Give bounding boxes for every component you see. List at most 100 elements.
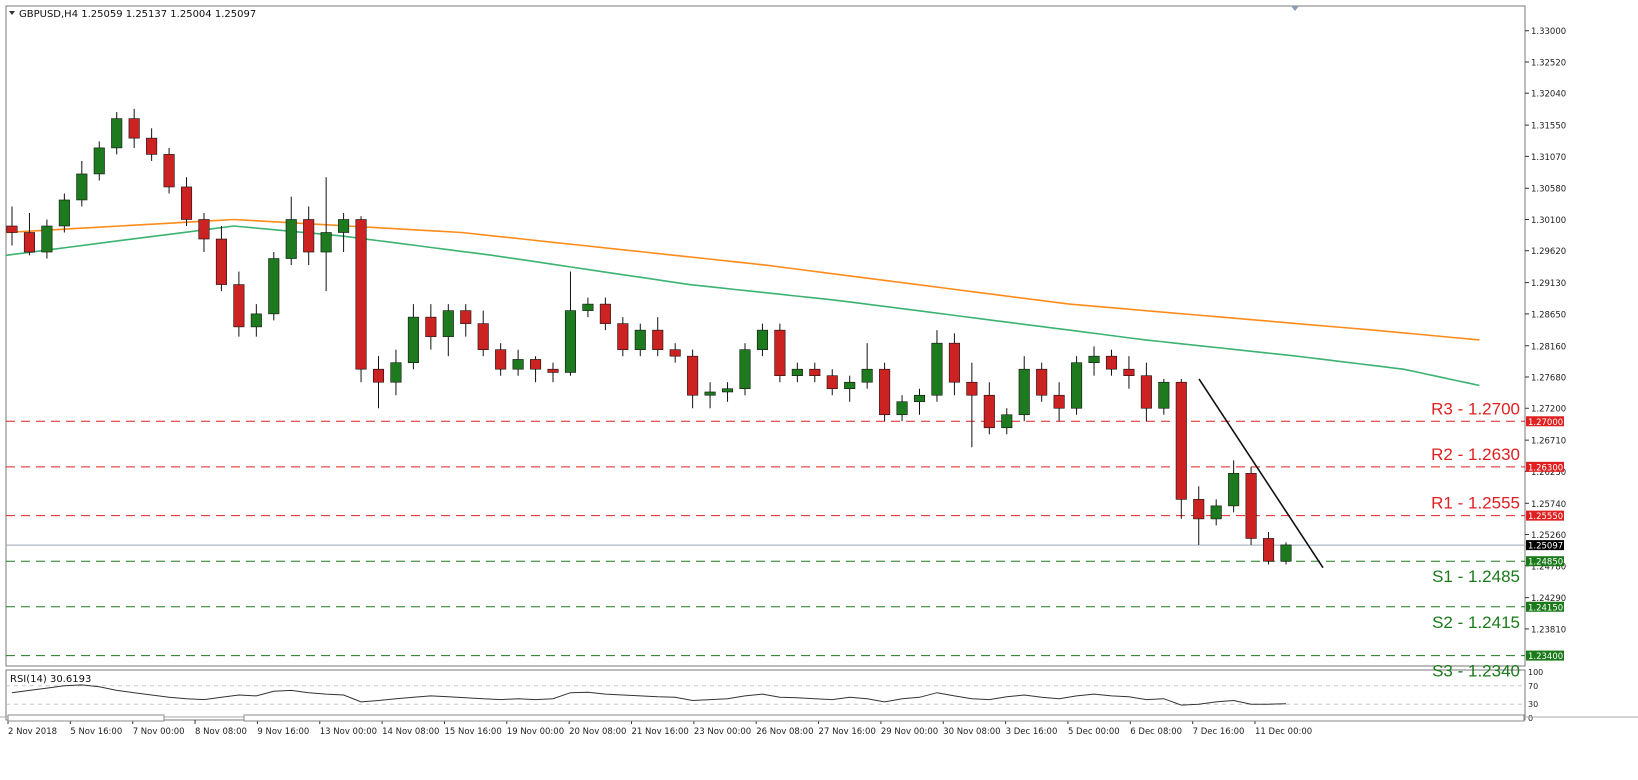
price-tag-s3 bbox=[1526, 650, 1564, 661]
candle bbox=[372, 356, 385, 409]
time-axis-label: 2 Nov 2018 bbox=[8, 727, 57, 737]
candle bbox=[1053, 382, 1065, 422]
candle-body bbox=[180, 186, 193, 220]
candle bbox=[652, 317, 664, 357]
price-axis-label: 1.33000 bbox=[1531, 27, 1566, 37]
candle-body bbox=[1053, 394, 1065, 409]
candle bbox=[1001, 408, 1013, 435]
price-axis-label: 1.26710 bbox=[1531, 437, 1566, 447]
candle-body bbox=[669, 349, 681, 357]
candle bbox=[442, 304, 454, 357]
candle-body bbox=[809, 368, 821, 377]
price-axis-label: 1.23810 bbox=[1531, 625, 1566, 635]
time-axis-label: 29 Nov 00:00 bbox=[881, 727, 938, 737]
candle-body bbox=[1105, 355, 1118, 370]
trendline bbox=[1198, 378, 1324, 569]
candle-body bbox=[756, 329, 768, 350]
candle bbox=[1018, 356, 1030, 422]
candle-body bbox=[303, 219, 315, 253]
time-axis-label: 13 Nov 00:00 bbox=[320, 727, 377, 737]
trendline-group bbox=[1198, 378, 1324, 569]
candle-body bbox=[1001, 414, 1013, 429]
candle-body bbox=[268, 258, 280, 315]
price-tag-r3 bbox=[1526, 416, 1564, 427]
time-axis-label: 14 Nov 08:00 bbox=[382, 727, 439, 737]
candle bbox=[599, 297, 611, 331]
candle-body bbox=[983, 394, 995, 429]
candle-body bbox=[1158, 381, 1170, 409]
candle-body bbox=[791, 368, 803, 377]
candle-body bbox=[390, 362, 402, 383]
candle-body bbox=[739, 349, 751, 390]
candle-body bbox=[512, 359, 524, 370]
candle bbox=[844, 375, 856, 402]
candle-body bbox=[617, 323, 629, 350]
candle-body bbox=[495, 349, 507, 370]
candle-body bbox=[1018, 368, 1030, 416]
time-axis-label: 19 Nov 00:00 bbox=[507, 727, 564, 737]
candle bbox=[198, 212, 210, 253]
current-price-tag bbox=[1526, 540, 1564, 551]
candle-body bbox=[530, 359, 542, 370]
candle-body bbox=[879, 368, 891, 416]
rsi-indicator: 100 70 30 0 bbox=[6, 668, 1543, 723]
price-tags: 1.27000 1.26300 1.25550 1.24850 1.24150 1.234… bbox=[1526, 416, 1564, 662]
candle bbox=[215, 226, 227, 292]
time-axis-label: 27 Nov 16:00 bbox=[819, 727, 876, 737]
tab-chart-1[interactable] bbox=[7, 714, 165, 722]
price-tag-label: 1.27000 bbox=[1528, 418, 1563, 428]
candle-body bbox=[1245, 473, 1257, 539]
dropdown-triangle-icon[interactable] bbox=[9, 11, 15, 15]
time-axis-label: 9 Nov 16:00 bbox=[257, 727, 309, 737]
chart-shift-marker-icon[interactable] bbox=[1291, 6, 1299, 11]
candle-body bbox=[1123, 368, 1135, 377]
candle bbox=[547, 362, 559, 383]
time-axis-label: 6 Dec 08:00 bbox=[1130, 727, 1182, 737]
main-plot-frame bbox=[5, 5, 1526, 667]
price-axis-label: 1.32040 bbox=[1531, 90, 1566, 100]
candle bbox=[739, 343, 751, 396]
candle bbox=[983, 382, 995, 435]
candle-body bbox=[1036, 368, 1048, 396]
candle bbox=[617, 317, 629, 357]
time-axis-label: 11 Dec 00:00 bbox=[1255, 727, 1312, 737]
candle bbox=[338, 212, 350, 253]
time-axis-label: 5 Nov 16:00 bbox=[70, 727, 122, 737]
candle-body bbox=[477, 323, 489, 350]
price-tag-r2 bbox=[1526, 461, 1564, 472]
candle bbox=[530, 356, 542, 383]
candle bbox=[634, 323, 646, 357]
price-axis-label: 1.26230 bbox=[1531, 468, 1566, 478]
tab-chart-2[interactable] bbox=[243, 714, 1525, 722]
candle-body bbox=[1228, 473, 1240, 507]
price-axis-label: 1.24780 bbox=[1531, 562, 1566, 572]
level-label-r3: R3 - 1.2700 bbox=[1431, 399, 1520, 418]
price-axis-label: 1.31070 bbox=[1531, 153, 1566, 163]
time-axis-label: 23 Nov 00:00 bbox=[694, 727, 751, 737]
price-axis-label: 1.27680 bbox=[1531, 374, 1566, 384]
candle-body bbox=[442, 310, 454, 337]
candle bbox=[58, 193, 70, 233]
time-axis-label: 26 Nov 08:00 bbox=[756, 727, 813, 737]
chart-header: GBPUSD,H4 1.25059 1.25137 1.25004 1.2509… bbox=[19, 9, 256, 20]
candle-body bbox=[23, 232, 35, 253]
candle-body bbox=[966, 381, 978, 396]
time-axis-label: 8 Nov 08:00 bbox=[195, 727, 247, 737]
candle-body bbox=[599, 303, 611, 324]
candle bbox=[704, 382, 716, 409]
candle-body bbox=[1175, 381, 1187, 500]
candle bbox=[1210, 499, 1222, 526]
time-axis-label: 15 Nov 16:00 bbox=[444, 727, 501, 737]
price-axis-label: 1.28160 bbox=[1531, 342, 1566, 352]
candle bbox=[774, 323, 786, 383]
candle bbox=[76, 160, 88, 207]
level-label-r1: R1 - 1.2555 bbox=[1431, 494, 1520, 513]
candle bbox=[163, 147, 175, 194]
time-axis-label: 3 Dec 16:00 bbox=[1006, 727, 1058, 737]
candle bbox=[687, 349, 699, 409]
candle-body bbox=[931, 342, 943, 396]
time-axis-label: 7 Dec 16:00 bbox=[1193, 727, 1245, 737]
candle-body bbox=[320, 232, 332, 253]
candle bbox=[180, 177, 193, 226]
